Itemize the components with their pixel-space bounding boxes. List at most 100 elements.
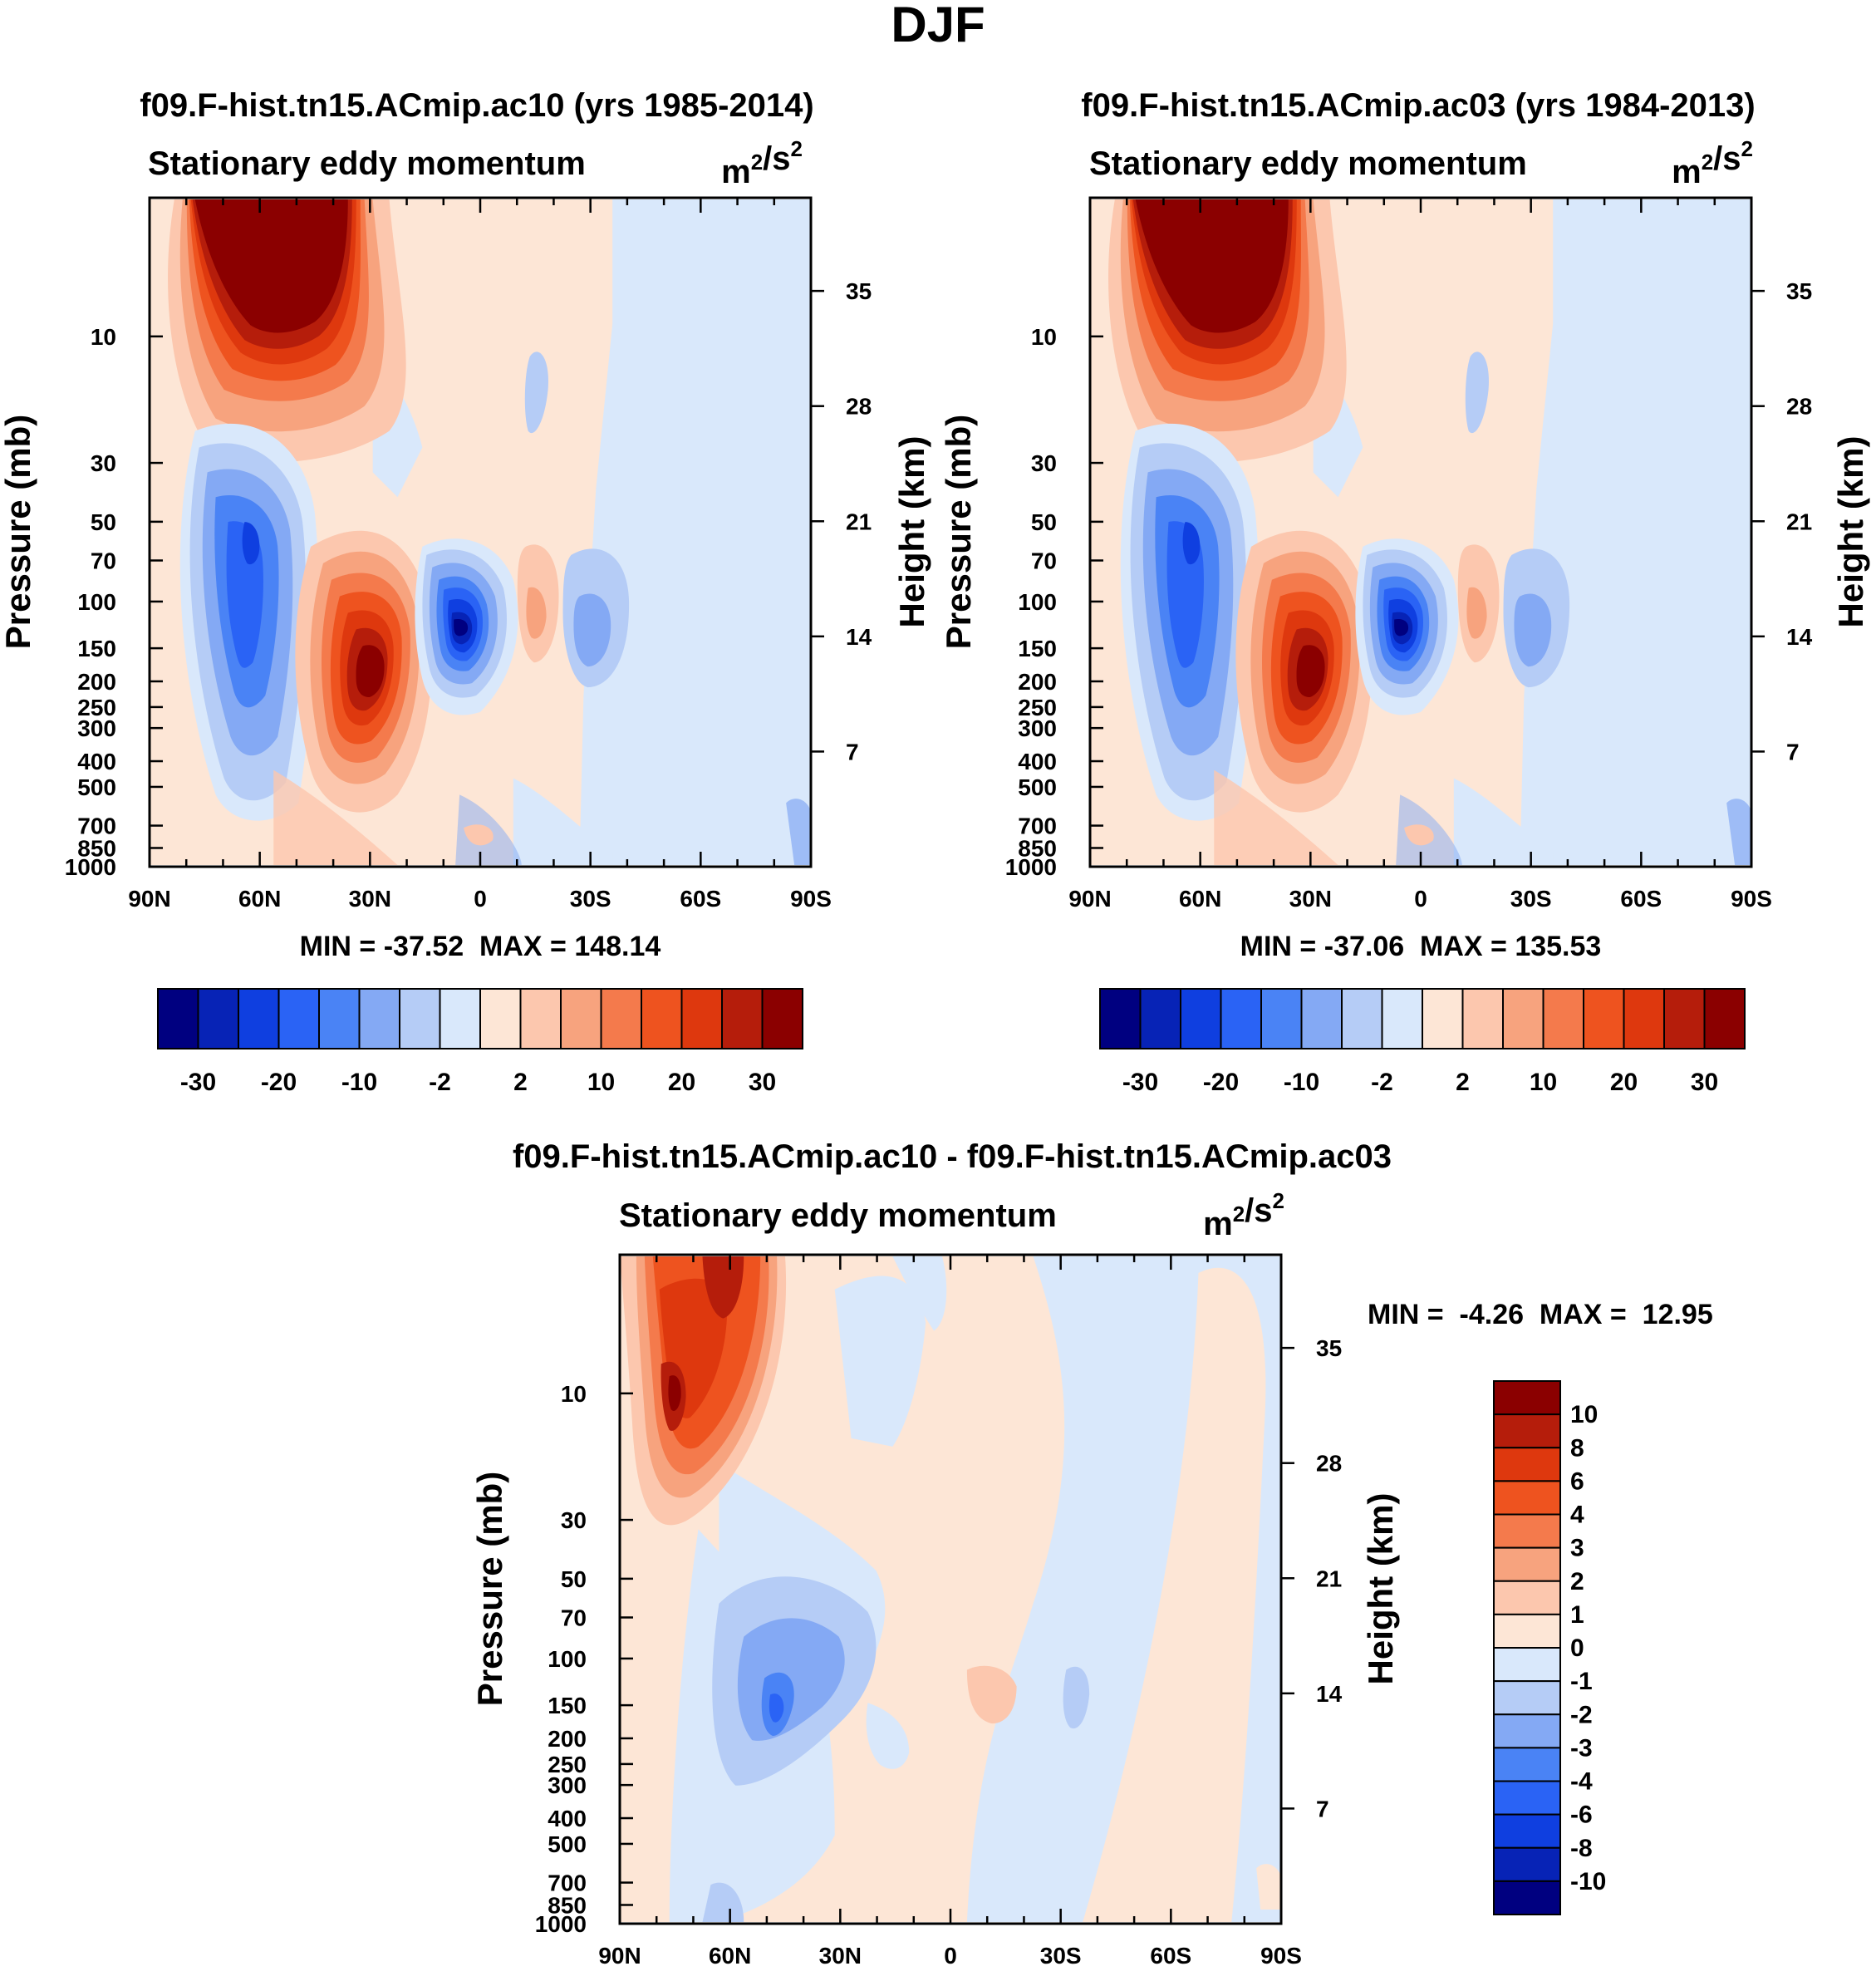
colorbar-label: -10: [341, 1069, 377, 1096]
p-tick-label: 70: [561, 1605, 587, 1630]
colorbar-label: -2: [1371, 1069, 1393, 1096]
panel-units: m2/s2: [1672, 136, 1753, 190]
p-tick-label: 1000: [535, 1911, 587, 1937]
p-tick-label: 10: [561, 1381, 587, 1407]
colorbar-box: [238, 988, 280, 1049]
colorbar-label: -30: [180, 1069, 216, 1096]
p-tick-label: 250: [1018, 695, 1057, 720]
colorbar-label: 1: [1570, 1601, 1584, 1629]
colorbar-label: -20: [261, 1069, 297, 1096]
colorbar-label: 10: [587, 1069, 615, 1096]
colorbar-box: [1623, 988, 1665, 1049]
contour-field: [620, 1256, 1281, 1922]
p-tick-label: 700: [77, 814, 116, 839]
x-tick-label: 60N: [1179, 886, 1221, 912]
figure-title: DJF: [891, 0, 985, 52]
h-tick-label: 28: [1316, 1451, 1342, 1477]
colorbar-box: [318, 988, 361, 1049]
colorbar-box: [479, 988, 522, 1049]
contour-field: [150, 199, 811, 865]
y-axis-right-label: Height (km): [892, 436, 931, 628]
colorbar-box: [1341, 988, 1383, 1049]
units-label: m2/s2: [1672, 136, 1753, 190]
p-tick-label: 250: [548, 1752, 587, 1777]
colorbar-box: [439, 988, 481, 1049]
x-tick-label: 0: [944, 1943, 957, 1969]
p-tick-label: 400: [1018, 749, 1057, 774]
colorbar-box: [1180, 988, 1222, 1049]
colorbar-label: 20: [668, 1069, 695, 1096]
colorbar-box: [1139, 988, 1181, 1049]
x-tick-label: 0: [1414, 886, 1427, 912]
panel-title: f09.F-hist.tn15.ACmip.ac10 - f09.F-hist.…: [513, 1138, 1392, 1175]
colorbar-label: 2: [1456, 1069, 1470, 1096]
p-tick-label: 10: [1031, 324, 1057, 350]
colorbar-label: 6: [1570, 1467, 1584, 1495]
p-tick-label: 150: [548, 1693, 587, 1718]
x-tick-label: 90N: [1068, 886, 1111, 912]
h-tick-label: 21: [846, 509, 872, 534]
p-tick-label: 100: [77, 589, 116, 615]
panel-ac10: f09.F-hist.tn15.ACmip.ac10 (yrs 1985-201…: [0, 87, 931, 1096]
colorbar-box: [197, 988, 239, 1049]
y-axis-label: Pressure (mb): [0, 415, 37, 649]
colorbar-box: [1493, 1480, 1561, 1516]
colorbar-label: 20: [1610, 1069, 1638, 1096]
colorbar-box: [1381, 988, 1423, 1049]
colorbar-label: -6: [1570, 1802, 1593, 1829]
panel-title: f09.F-hist.tn15.ACmip.ac10 (yrs 1985-201…: [140, 87, 813, 124]
panel-left-label: Stationary eddy momentum: [148, 145, 586, 182]
x-tick-label: 90N: [598, 1943, 641, 1969]
colorbar-box: [1220, 988, 1262, 1049]
p-tick-label: 500: [77, 774, 116, 800]
colorbar-box: [519, 988, 562, 1049]
p-tick-label: 70: [1031, 548, 1057, 573]
x-axis: 90N 60N 30N 0 30S 60S 90S: [1068, 198, 1772, 912]
x-tick-label: 30S: [1510, 886, 1552, 912]
colorbar-box: [1493, 1747, 1561, 1782]
h-tick-label: 7: [1786, 739, 1800, 764]
colorbar-box: [1583, 988, 1625, 1049]
panel-title: f09.F-hist.tn15.ACmip.ac03 (yrs 1984-201…: [1081, 87, 1755, 124]
p-tick-label: 700: [1018, 814, 1057, 839]
x-tick-label: 30S: [570, 886, 611, 912]
colorbar-label: 3: [1570, 1535, 1584, 1562]
stats-label: MIN = -37.52 MAX = 148.14: [300, 931, 661, 962]
colorbar-box: [399, 988, 441, 1049]
panel-difference: f09.F-hist.tn15.ACmip.ac10 - f09.F-hist.…: [470, 1138, 1713, 1969]
colorbar-label: 2: [513, 1069, 528, 1096]
colorbar: -30 -20 -10 -2 2 10 20 30: [1099, 988, 1746, 1096]
colorbar-label: 30: [749, 1069, 776, 1096]
h-tick-label: 7: [846, 739, 859, 764]
colorbar-box: [1493, 1513, 1561, 1549]
p-tick-label: 150: [77, 636, 116, 661]
p-tick-label: 250: [77, 695, 116, 720]
panel-units: m2/s2: [1203, 1188, 1284, 1242]
h-tick-label: 21: [1786, 509, 1812, 534]
colorbar-label: 10: [1530, 1069, 1557, 1096]
p-tick-label: 1000: [1005, 854, 1057, 880]
colorbar-box: [761, 988, 803, 1049]
colorbar-box: [680, 988, 723, 1049]
h-tick-label: 14: [1786, 624, 1813, 650]
colorbar-label: 4: [1570, 1502, 1584, 1529]
p-tick-label: 10: [91, 324, 116, 350]
colorbar-label: -3: [1570, 1734, 1593, 1762]
p-tick-label: 100: [548, 1646, 587, 1672]
colorbar-box: [1542, 988, 1584, 1049]
colorbar-label: 0: [1570, 1634, 1584, 1662]
p-tick-label: 850: [548, 1892, 587, 1918]
h-tick-label: 14: [1316, 1681, 1343, 1707]
colorbar-box: [721, 988, 764, 1049]
x-axis: 90N 60N 30N 0 30S 60S 90S: [128, 198, 832, 912]
y-axis-label: Pressure (mb): [939, 415, 978, 649]
colorbar-box: [1493, 1580, 1561, 1615]
y-axis-right-label: Height (km): [1831, 436, 1870, 628]
colorbar-label: -10: [1570, 1868, 1606, 1895]
colorbar-label: 8: [1570, 1434, 1584, 1462]
colorbar-label: -10: [1284, 1069, 1319, 1096]
p-tick-label: 50: [1031, 509, 1057, 535]
colorbar-box: [641, 988, 683, 1049]
h-tick-label: 7: [1316, 1796, 1329, 1821]
